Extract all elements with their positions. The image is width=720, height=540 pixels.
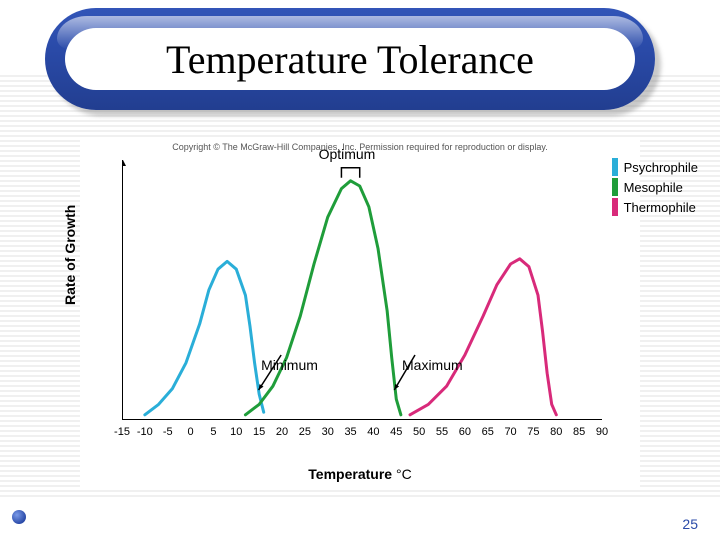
x-tick-label: 10 [230, 426, 242, 438]
page-number: 25 [682, 516, 698, 532]
optimum-label: Optimum [319, 146, 376, 162]
x-tick-label: 90 [596, 426, 608, 438]
y-axis-label: Rate of Growth [62, 205, 78, 305]
x-tick-label: 80 [550, 426, 562, 438]
minimum-label: Minimum [261, 357, 318, 373]
x-axis-label-prefix: Temperature [308, 466, 396, 482]
x-tick-label: 25 [299, 426, 311, 438]
curve-mesophile [245, 181, 400, 415]
x-tick-label: 40 [367, 426, 379, 438]
curve-psychrophile [145, 261, 264, 414]
x-tick-label: 0 [188, 426, 194, 438]
legend-swatch [612, 178, 618, 196]
chart-container: Copyright © The McGraw-Hill Companies, I… [80, 140, 640, 490]
legend-item: Thermophile [612, 198, 698, 216]
x-axis-label: Temperature °C [80, 466, 640, 482]
slide-title: Temperature Tolerance [166, 36, 534, 83]
bullet-icon [12, 510, 26, 524]
title-inner: Temperature Tolerance [65, 28, 635, 90]
legend: Psychrophile Mesophile Thermophile [612, 158, 698, 218]
x-tick-label: 30 [322, 426, 334, 438]
legend-label: Thermophile [624, 200, 696, 215]
legend-item: Psychrophile [612, 158, 698, 176]
legend-item: Mesophile [612, 178, 698, 196]
legend-swatch [612, 158, 618, 176]
maximum-label: Maximum [402, 357, 463, 373]
x-axis-ticks: -15-10-505101520253035404550556065707580… [122, 426, 602, 446]
x-tick-label: 20 [276, 426, 288, 438]
x-tick-label: 50 [413, 426, 425, 438]
curve-thermophile [410, 259, 556, 415]
chart-plot [122, 160, 602, 420]
x-tick-label: 35 [344, 426, 356, 438]
x-tick-label: 45 [390, 426, 402, 438]
x-tick-label: 75 [527, 426, 539, 438]
x-tick-label: 65 [482, 426, 494, 438]
x-tick-label: 15 [253, 426, 265, 438]
legend-label: Psychrophile [624, 160, 698, 175]
x-tick-label: 5 [210, 426, 216, 438]
legend-label: Mesophile [624, 180, 683, 195]
x-tick-label: -10 [137, 426, 153, 438]
x-tick-label: -15 [114, 426, 130, 438]
legend-swatch [612, 198, 618, 216]
x-tick-label: 85 [573, 426, 585, 438]
x-tick-label: -5 [163, 426, 173, 438]
x-tick-label: 55 [436, 426, 448, 438]
title-pill: Temperature Tolerance [45, 8, 655, 110]
x-axis-unit: °C [396, 466, 412, 482]
x-tick-label: 70 [504, 426, 516, 438]
x-tick-label: 60 [459, 426, 471, 438]
